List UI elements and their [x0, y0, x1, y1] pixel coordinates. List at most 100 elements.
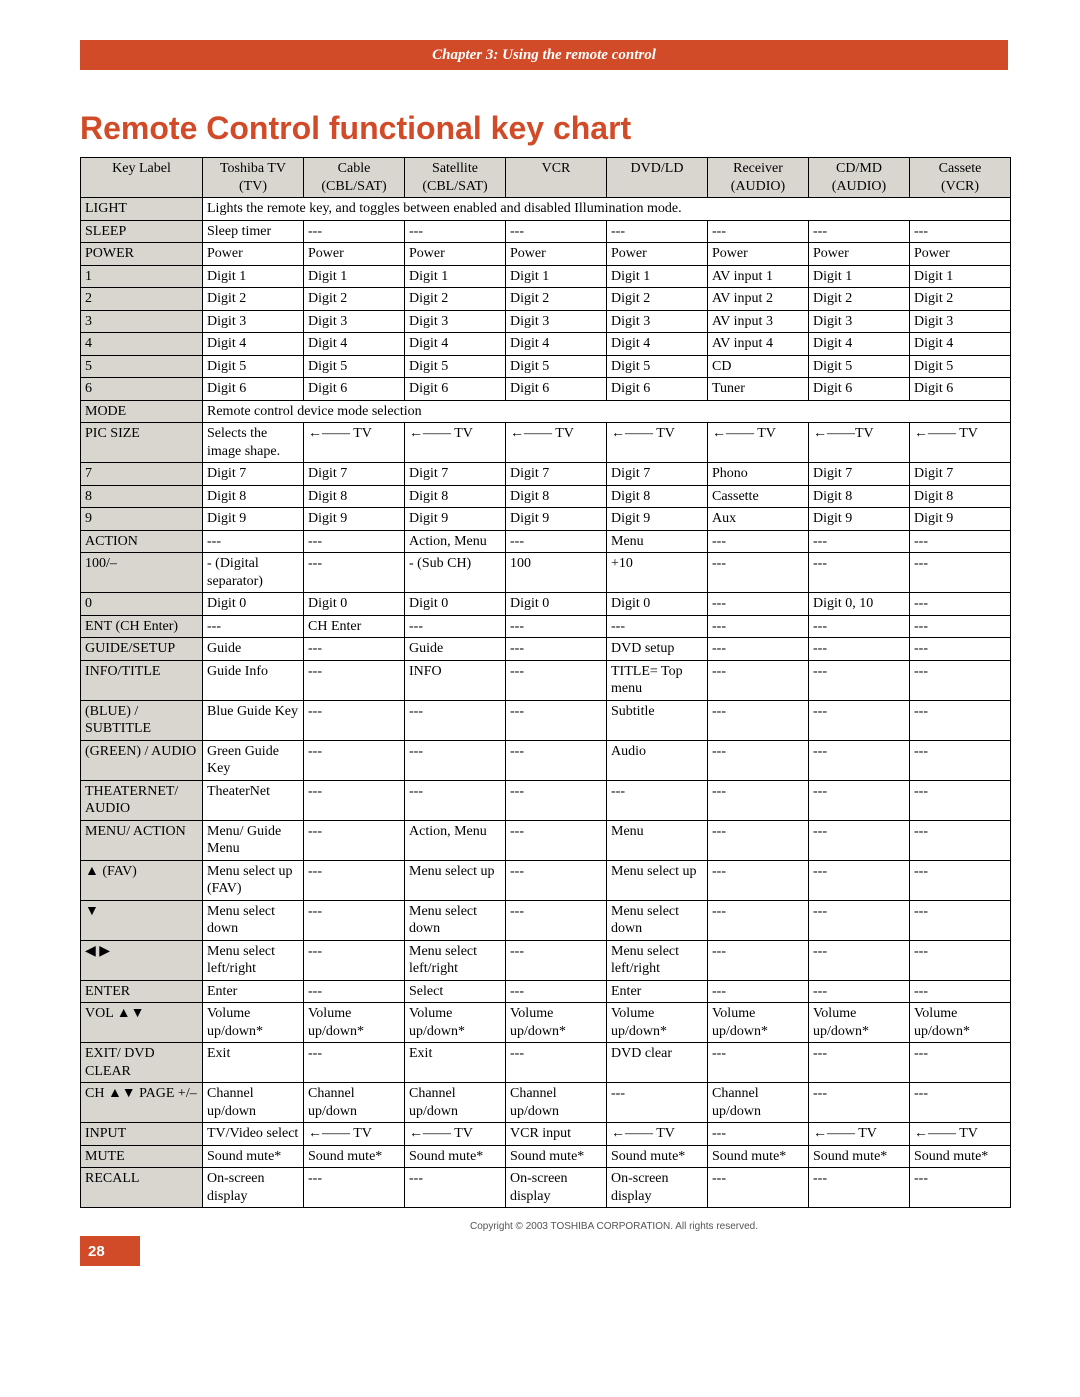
table-cell: ←—— TV: [607, 1123, 708, 1146]
table-row: 8Digit 8Digit 8Digit 8Digit 8Digit 8Cass…: [81, 485, 1011, 508]
table-cell: Volume up/down*: [607, 1003, 708, 1043]
table-cell: Volume up/down*: [809, 1003, 910, 1043]
col-header: DVD/LD: [607, 158, 708, 198]
col-header-top: Key Label: [112, 161, 171, 176]
key-label-cell: 6: [81, 378, 203, 401]
table-cell: On-screen display: [607, 1168, 708, 1208]
table-cell: ---: [203, 615, 304, 638]
table-cell: ←—— TV: [304, 1123, 405, 1146]
table-cell: ---: [910, 780, 1011, 820]
table-cell: Enter: [607, 980, 708, 1003]
table-cell: ---: [405, 740, 506, 780]
table-cell: ---: [910, 615, 1011, 638]
table-cell: ---: [304, 900, 405, 940]
copyright-text: Copyright © 2003 TOSHIBA CORPORATION. Al…: [220, 1221, 1008, 1232]
table-cell: ---: [607, 780, 708, 820]
table-cell: ---: [809, 660, 910, 700]
table-row: 6Digit 6Digit 6Digit 6Digit 6Digit 6Tune…: [81, 378, 1011, 401]
table-cell: Channel up/down: [304, 1083, 405, 1123]
table-cell: Digit 0: [506, 593, 607, 616]
table-cell: ---: [809, 700, 910, 740]
table-row: GUIDE/SETUPGuide---Guide---DVD setup----…: [81, 638, 1011, 661]
table-cell: ---: [304, 1168, 405, 1208]
table-row: ENT (CH Enter)---CH Enter---------------…: [81, 615, 1011, 638]
table-cell: Digit 1: [910, 265, 1011, 288]
table-cell: Power: [809, 243, 910, 266]
table-row: (GREEN) / AUDIOGreen Guide Key---------A…: [81, 740, 1011, 780]
table-cell: Menu select down: [203, 900, 304, 940]
table-row: ACTION------Action, Menu---Menu---------: [81, 530, 1011, 553]
table-row: LIGHTLights the remote key, and toggles …: [81, 198, 1011, 221]
key-label-cell: THEATERNET/ AUDIO: [81, 780, 203, 820]
table-cell: Digit 3: [607, 310, 708, 333]
table-row: RECALLOn-screen display------On-screen d…: [81, 1168, 1011, 1208]
table-cell: Channel up/down: [203, 1083, 304, 1123]
table-cell: ---: [506, 220, 607, 243]
table-cell: ---: [304, 820, 405, 860]
table-cell: ---: [405, 780, 506, 820]
table-cell: AV input 2: [708, 288, 809, 311]
table-cell: ---: [304, 553, 405, 593]
table-cell: Digit 6: [506, 378, 607, 401]
col-header: Toshiba TV(TV): [203, 158, 304, 198]
table-cell: ---: [910, 553, 1011, 593]
table-row: 7Digit 7Digit 7Digit 7Digit 7Digit 7Phon…: [81, 463, 1011, 486]
table-cell: ---: [708, 780, 809, 820]
table-cell: ---: [809, 780, 910, 820]
table-cell: Digit 2: [809, 288, 910, 311]
table-cell: ←—— TV: [910, 1123, 1011, 1146]
table-cell: Digit 3: [405, 310, 506, 333]
table-cell: ---: [910, 980, 1011, 1003]
table-row: 0Digit 0Digit 0Digit 0Digit 0Digit 0---D…: [81, 593, 1011, 616]
table-cell: Selects the image shape.: [203, 423, 304, 463]
table-cell: ---: [304, 780, 405, 820]
table-cell: Digit 7: [506, 463, 607, 486]
col-header-top: Satellite: [432, 161, 478, 176]
key-label-cell: PIC SIZE: [81, 423, 203, 463]
key-chart-table: Key LabelToshiba TV(TV)Cable(CBL/SAT)Sat…: [80, 157, 1011, 1208]
table-cell: Digit 4: [506, 333, 607, 356]
table-cell: Power: [708, 243, 809, 266]
table-cell: Digit 1: [607, 265, 708, 288]
key-label-cell: POWER: [81, 243, 203, 266]
table-cell: Digit 5: [405, 355, 506, 378]
chapter-title: Chapter 3: Using the remote control: [432, 47, 656, 64]
key-label-cell: 100/–: [81, 553, 203, 593]
table-cell: ---: [708, 553, 809, 593]
key-label-cell: 3: [81, 310, 203, 333]
table-cell: ---: [506, 530, 607, 553]
table-cell: ---: [607, 1083, 708, 1123]
table-cell: Menu: [607, 530, 708, 553]
table-row: EXIT/ DVD CLEARExit---Exit---DVD clear--…: [81, 1043, 1011, 1083]
table-cell: Digit 4: [607, 333, 708, 356]
key-label-cell: 5: [81, 355, 203, 378]
table-cell: ---: [304, 980, 405, 1003]
table-cell: Digit 6: [607, 378, 708, 401]
table-row: (BLUE) / SUBTITLEBlue Guide Key---------…: [81, 700, 1011, 740]
key-label-cell: 1: [81, 265, 203, 288]
table-cell: Digit 5: [506, 355, 607, 378]
table-cell: ---: [910, 740, 1011, 780]
table-cell: Sleep timer: [203, 220, 304, 243]
table-cell: Digit 4: [405, 333, 506, 356]
col-header-top: Toshiba TV: [220, 161, 286, 176]
table-cell: Guide Info: [203, 660, 304, 700]
table-cell: ←—— TV: [405, 1123, 506, 1146]
col-header: Receiver(AUDIO): [708, 158, 809, 198]
table-cell: ---: [809, 530, 910, 553]
table-cell: Digit 2: [405, 288, 506, 311]
table-row: VOL ▲▼Volume up/down*Volume up/down*Volu…: [81, 1003, 1011, 1043]
table-cell: ←—— TV: [304, 423, 405, 463]
table-cell: On-screen display: [203, 1168, 304, 1208]
key-label-cell: ▲ (FAV): [81, 860, 203, 900]
table-body: LIGHTLights the remote key, and toggles …: [81, 198, 1011, 1208]
table-row: ▼Menu select down---Menu select down---M…: [81, 900, 1011, 940]
table-row: SLEEPSleep timer---------------------: [81, 220, 1011, 243]
table-cell: ---: [506, 860, 607, 900]
table-cell: ←—— TV: [809, 1123, 910, 1146]
key-label-cell: 8: [81, 485, 203, 508]
table-cell: ---: [809, 940, 910, 980]
span-note-cell: Remote control device mode selection: [203, 400, 1011, 423]
table-cell: ---: [809, 638, 910, 661]
table-cell: Exit: [203, 1043, 304, 1083]
